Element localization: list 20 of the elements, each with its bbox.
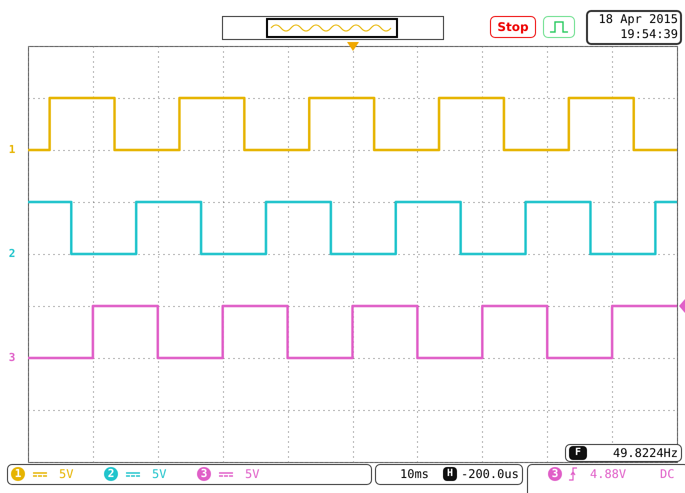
text: DC xyxy=(660,467,674,481)
text: 3 xyxy=(8,351,16,364)
legend-label: 2 xyxy=(104,467,118,481)
text: Stop xyxy=(490,16,536,38)
text: 49.8224Hz xyxy=(612,446,678,460)
legend-label: 1 xyxy=(11,467,25,481)
text: -200.0us xyxy=(461,467,519,481)
legend-label: 3 xyxy=(197,467,211,481)
text: 5V xyxy=(152,467,166,481)
text: 5V xyxy=(59,467,74,481)
text: 10ms xyxy=(400,467,429,481)
text: 1 xyxy=(8,143,16,156)
text: F xyxy=(569,446,587,460)
text: 4.88V xyxy=(590,467,626,481)
text: H xyxy=(443,467,457,481)
text: 19:54:39 xyxy=(619,27,678,41)
text: 2 xyxy=(8,247,16,260)
text: 5V xyxy=(245,467,260,481)
text: 18 Apr 2015 xyxy=(598,12,678,26)
text: 3 xyxy=(552,467,558,480)
